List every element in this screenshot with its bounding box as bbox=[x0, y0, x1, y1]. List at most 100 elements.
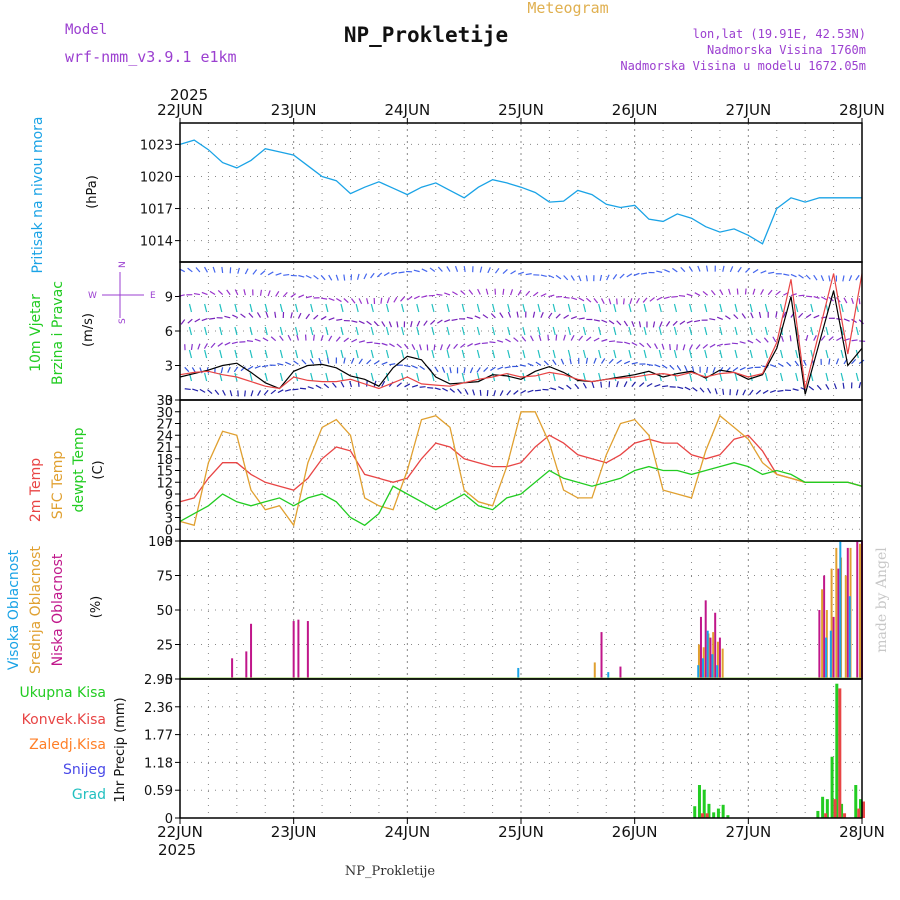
cloud-bar bbox=[716, 641, 719, 679]
wind-barb bbox=[201, 291, 208, 296]
wind-barb bbox=[733, 314, 739, 320]
wind-barb bbox=[296, 334, 299, 341]
wind-barb bbox=[474, 342, 481, 346]
wind-barb bbox=[606, 274, 610, 281]
wind-barb bbox=[328, 274, 333, 281]
wind-barb bbox=[705, 265, 709, 272]
wind-barb bbox=[843, 297, 848, 304]
wind-barb bbox=[476, 367, 481, 373]
wind-barb bbox=[219, 303, 223, 313]
temp-dewpt-temp-line bbox=[179, 462, 863, 527]
wind-barb bbox=[184, 366, 190, 373]
wind-barb bbox=[609, 340, 616, 343]
y-tick-label: 1017 bbox=[140, 203, 173, 218]
wind-barb bbox=[190, 343, 193, 351]
y-tick-label: 21 bbox=[156, 441, 173, 456]
wind-barb bbox=[585, 357, 589, 364]
cloud-bar bbox=[716, 665, 719, 679]
wind-barb bbox=[279, 335, 284, 341]
wind-barb bbox=[434, 366, 439, 373]
wind-compass-icon: W E N S bbox=[88, 261, 156, 324]
wind-barb bbox=[585, 275, 588, 282]
wind-barb bbox=[616, 341, 623, 344]
wind-barb bbox=[370, 272, 375, 279]
wind-barb bbox=[204, 349, 208, 359]
cloud-bar bbox=[846, 547, 849, 679]
wind-barb bbox=[567, 349, 571, 359]
wind-barb bbox=[294, 326, 299, 336]
wind-barb bbox=[642, 297, 648, 303]
wind-barb bbox=[320, 334, 324, 342]
wind-barb bbox=[529, 335, 534, 342]
precip-bar bbox=[707, 803, 711, 818]
station-title: NP_Prokletije bbox=[344, 23, 508, 47]
wind-barb bbox=[684, 386, 691, 391]
wind-barb bbox=[431, 372, 435, 382]
cloud-bar bbox=[830, 568, 833, 679]
wind-barb bbox=[391, 271, 398, 275]
wind-barb bbox=[237, 267, 240, 274]
y-tick-label: 75 bbox=[156, 570, 173, 585]
wind-barb bbox=[552, 326, 556, 336]
wind-barb bbox=[582, 349, 587, 359]
wind-barb bbox=[591, 382, 595, 389]
wind-barb bbox=[401, 372, 405, 382]
wind-barb bbox=[328, 335, 333, 342]
wind-barb bbox=[779, 349, 784, 359]
wind-barb bbox=[689, 349, 693, 359]
wind-barb bbox=[192, 388, 199, 392]
y-tick-label: 100 bbox=[148, 535, 173, 550]
wind-barb bbox=[294, 303, 299, 313]
wind-barb bbox=[820, 275, 825, 282]
wind-barb bbox=[381, 342, 388, 346]
wind-barb bbox=[601, 338, 608, 342]
wind-barb bbox=[476, 303, 481, 313]
wind-barb bbox=[370, 372, 374, 382]
wind-barb bbox=[686, 293, 693, 297]
wind-barb bbox=[416, 320, 421, 327]
wind-barb bbox=[221, 266, 224, 274]
wind-barb bbox=[593, 337, 600, 342]
wind-barb bbox=[370, 303, 374, 313]
wind-barb bbox=[467, 343, 473, 347]
wind-barb bbox=[413, 295, 420, 300]
wind-barb bbox=[639, 342, 645, 348]
wind-barb bbox=[593, 319, 600, 322]
cloud-bar bbox=[839, 541, 842, 679]
wind-barb bbox=[446, 266, 451, 272]
precip-total-bars bbox=[693, 683, 862, 818]
wind-barb bbox=[366, 380, 368, 387]
wind-barb bbox=[373, 360, 380, 365]
pressure-y-axis: 1014 1017 1020 1023 bbox=[140, 138, 862, 250]
wind-barb bbox=[234, 303, 238, 313]
cloud-bar bbox=[825, 637, 828, 679]
wind-barb bbox=[381, 321, 386, 327]
wind-barb bbox=[383, 272, 390, 277]
wind-barb bbox=[709, 318, 716, 321]
wind-barb bbox=[744, 288, 747, 295]
y-tick-label: 0 bbox=[165, 673, 173, 688]
wind-barb bbox=[749, 372, 753, 382]
wind-barb bbox=[563, 314, 569, 319]
cloud-bar bbox=[835, 547, 838, 679]
wind-barb bbox=[507, 311, 512, 318]
wind-barb bbox=[563, 296, 570, 299]
precip-vgrid bbox=[207, 679, 835, 818]
wind-barb bbox=[385, 349, 390, 359]
wind-barb bbox=[810, 303, 814, 313]
wind-barb bbox=[840, 349, 844, 359]
wind-barb bbox=[622, 298, 625, 305]
wind-barb bbox=[768, 271, 775, 274]
temp-sfc-temp-line bbox=[179, 411, 863, 527]
wind-barb bbox=[777, 389, 784, 392]
wind-barb bbox=[749, 326, 753, 336]
wind-barb bbox=[431, 303, 435, 313]
x-tick-label-bottom: 28JUN bbox=[839, 823, 885, 841]
wind-barb bbox=[678, 294, 685, 297]
wind-barb bbox=[593, 357, 597, 364]
wind-barb bbox=[628, 349, 632, 359]
wind-barb bbox=[792, 388, 799, 391]
wind-barb bbox=[250, 390, 254, 397]
